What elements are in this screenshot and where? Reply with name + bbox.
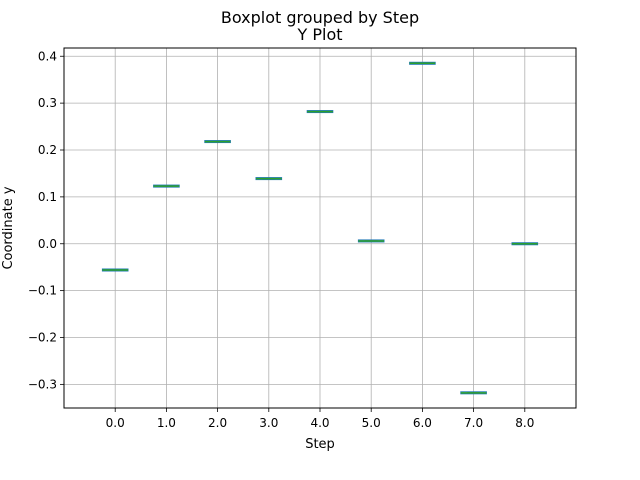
y-tick-label: 0.2 bbox=[38, 143, 57, 157]
grid-layer bbox=[64, 48, 576, 408]
x-tick-label: 6.0 bbox=[413, 416, 432, 430]
chart-title: Y Plot bbox=[296, 25, 342, 44]
chart-suptitle: Boxplot grouped by Step bbox=[221, 8, 419, 27]
y-axis-label: Coordinate y bbox=[1, 186, 16, 269]
y-tick-label: −0.3 bbox=[28, 377, 57, 391]
x-tick-label: 4.0 bbox=[310, 416, 329, 430]
y-tick-label: 0.3 bbox=[38, 96, 57, 110]
x-tick-label: 7.0 bbox=[464, 416, 483, 430]
y-tick-label: 0.1 bbox=[38, 190, 57, 204]
boxes-layer bbox=[101, 61, 539, 395]
x-tick-label: 0.0 bbox=[106, 416, 125, 430]
x-tick-label: 8.0 bbox=[515, 416, 534, 430]
x-tick-label: 3.0 bbox=[259, 416, 278, 430]
y-tick-label: 0.0 bbox=[38, 237, 57, 251]
x-tick-label: 5.0 bbox=[362, 416, 381, 430]
x-tick-label: 1.0 bbox=[157, 416, 176, 430]
y-tick-label: 0.4 bbox=[38, 49, 57, 63]
y-tick-label: −0.2 bbox=[28, 331, 57, 345]
x-tick-label: 2.0 bbox=[208, 416, 227, 430]
y-tick-label: −0.1 bbox=[28, 284, 57, 298]
ticks-layer: 0.0 1.0 2.0 3.0 4.0 5.0 6.0 7.0 8.0 −0.3 −0.2 −0.1 0… bbox=[28, 49, 534, 430]
x-axis-label: Step bbox=[305, 437, 335, 452]
